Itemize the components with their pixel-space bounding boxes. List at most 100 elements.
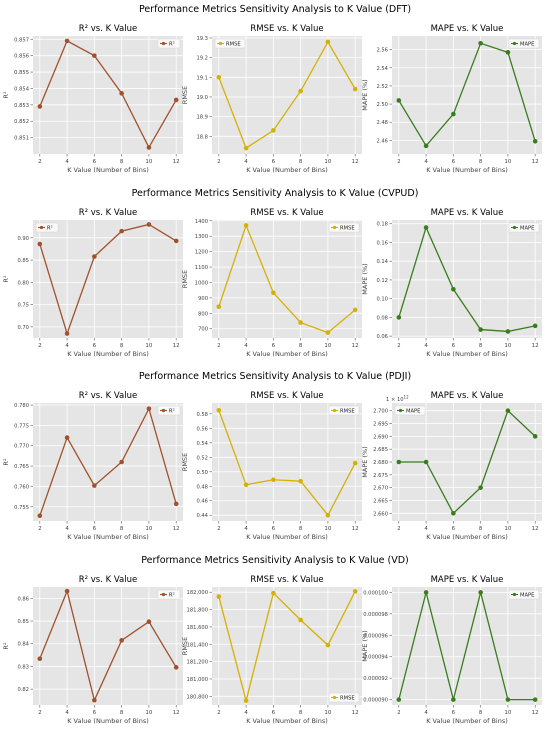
x-tick-label: 12: [532, 526, 539, 532]
y-axis-label: RMSE: [181, 637, 189, 655]
y-tick-label: 0.755: [14, 505, 29, 511]
x-tick-label: 10: [145, 159, 152, 165]
y-axis-label: MAPE (%): [361, 79, 369, 110]
y-tick-label: 19.3: [196, 36, 208, 42]
y-tick-label: 0.854: [14, 86, 30, 92]
series-line-rmse: [218, 223, 356, 334]
plot-area: [392, 36, 542, 154]
panel-title: RMSE vs. K Value: [250, 391, 323, 401]
legend-swatch-marker: [332, 408, 337, 413]
y-tick-label: 2.700: [373, 409, 388, 415]
y-axis-label: R²: [2, 275, 10, 283]
legend-label: RMSE: [226, 41, 241, 47]
data-point: [451, 697, 456, 702]
data-point: [396, 459, 402, 465]
y-tick-label: 0.48: [196, 484, 208, 490]
row-title: Performance Metrics Sensitivity Analysis…: [139, 371, 411, 382]
series-line-mape: [398, 225, 536, 333]
y-tick-label: 2.670: [373, 486, 388, 492]
legend: RMSE: [328, 222, 360, 233]
x-axis-label: K Value (Number of Bins): [246, 533, 328, 541]
series-line-r2: [39, 588, 177, 703]
legend-swatch-marker: [161, 592, 166, 597]
data-point: [505, 329, 511, 334]
x-tick-label: 12: [532, 710, 539, 716]
x-tick-label: 2: [217, 526, 221, 532]
x-tick-label: 2: [397, 159, 401, 165]
legend-box: [35, 222, 59, 233]
y-tick-label: 0.70: [17, 325, 29, 331]
x-tick-label: 8: [299, 710, 303, 716]
legend-swatch-marker: [161, 41, 166, 46]
y-axis-label: RMSE: [181, 86, 189, 104]
data-point: [478, 590, 483, 595]
series-line-r2: [39, 40, 177, 149]
y-tick-label: 0.000096: [363, 633, 388, 639]
data-point: [271, 590, 276, 596]
panel-mape: MAPE vs. K Value 2.660 2.665 2.670 2.675 2.68…: [361, 391, 542, 541]
x-tick-label: 10: [504, 343, 511, 349]
y-tick-label: 0.75: [17, 303, 29, 309]
x-tick-label: 8: [479, 526, 483, 532]
y-tick-label: 0.06: [376, 334, 388, 340]
y-tick-label: 0.85: [17, 619, 29, 625]
x-tick-label: 6: [452, 710, 456, 716]
panel-r2: R² vs. K Value 0.851 0.852 0.853 0.854 0.855 0…: [2, 24, 183, 174]
x-axis-label: K Value (Number of Bins): [67, 166, 149, 174]
x-tick-label: 12: [173, 710, 180, 716]
y-tick-label: 0.44: [196, 513, 208, 519]
data-point: [478, 327, 483, 332]
x-tick-label: 6: [93, 710, 97, 716]
x-tick-label: 10: [504, 159, 511, 165]
y-tick-label: 2.52: [376, 84, 388, 90]
axis-multiplier: 1 × 1012: [386, 395, 409, 404]
x-axis-label: K Value (Number of Bins): [67, 533, 149, 541]
y-tick-label: 181,800: [187, 608, 208, 614]
y-tick-label: 0.90: [17, 236, 29, 242]
data-point: [325, 642, 331, 648]
legend-box: [394, 405, 426, 416]
data-point: [64, 435, 70, 440]
data-point: [216, 594, 222, 599]
data-point: [64, 588, 70, 594]
y-tick-label: 0.50: [196, 470, 208, 476]
y-tick-label: 0.12: [376, 278, 388, 284]
panel-title: RMSE vs. K Value: [250, 208, 323, 218]
legend-swatch-marker: [398, 408, 403, 413]
y-tick-label: 2.665: [373, 498, 388, 504]
y-tick-label: 0.851: [14, 136, 29, 142]
panel-r2: R² vs. K Value 0.82 0.83 0.84 0.85 0.86 2 4 6 8 10…: [2, 575, 183, 725]
panel-title: RMSE vs. K Value: [250, 575, 323, 585]
x-tick-label: 12: [173, 343, 180, 349]
x-tick-label: 10: [324, 526, 331, 532]
panel-rmse: RMSE vs. K Value 180,800 181,000 181,200 181…: [181, 575, 362, 725]
y-tick-label: 0.58: [196, 412, 208, 418]
data-point: [92, 483, 97, 488]
x-tick-label: 2: [38, 526, 42, 532]
legend-swatch-marker: [161, 408, 166, 413]
legend: R²: [35, 222, 59, 233]
data-point: [173, 97, 179, 103]
legend-label: R²: [47, 225, 53, 231]
y-tick-label: 2.685: [373, 447, 388, 453]
x-tick-label: 10: [324, 159, 331, 165]
y-tick-label: 0.770: [14, 444, 29, 450]
y-tick-label: 0.775: [14, 423, 29, 429]
data-point: [505, 697, 511, 702]
y-tick-label: 0.80: [17, 280, 29, 286]
legend-box: [328, 222, 360, 233]
x-tick-label: 4: [244, 526, 248, 532]
y-tick-label: 2.680: [373, 460, 388, 466]
x-tick-label: 12: [532, 343, 539, 349]
data-point: [92, 697, 97, 703]
plot-area: [392, 220, 542, 338]
legend-swatch-marker: [512, 225, 517, 230]
x-tick-label: 10: [145, 710, 152, 716]
y-tick-label: 0.56: [196, 426, 208, 432]
y-axis-label: MAPE (%): [361, 630, 369, 661]
x-tick-label: 6: [272, 710, 276, 716]
panel-mape: MAPE vs. K Value 2.46 2.48 2.50 2.52 2.54 2.56…: [361, 24, 542, 174]
data-point: [216, 304, 222, 309]
y-tick-label: 700: [198, 327, 208, 333]
x-tick-label: 4: [244, 710, 248, 716]
